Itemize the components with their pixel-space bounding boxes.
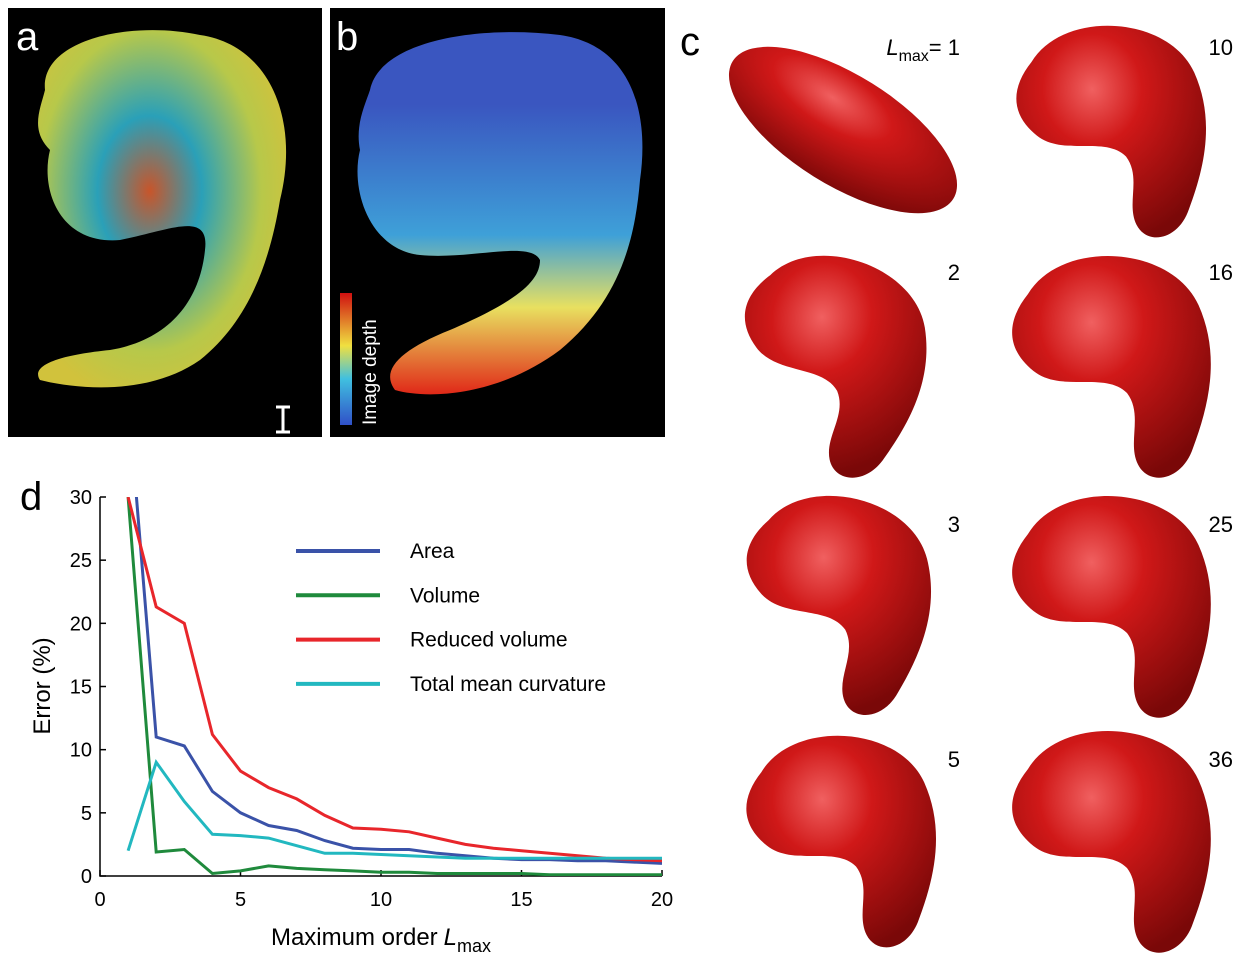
panel-label: b	[336, 15, 358, 59]
colorbar	[340, 293, 352, 425]
panel-label: d	[20, 475, 42, 519]
shape-render	[1012, 496, 1211, 718]
y-tick-label: 20	[70, 613, 92, 635]
shape-label: 16	[1209, 260, 1233, 285]
y-tick-label: 10	[70, 740, 92, 762]
panel-label: c	[680, 20, 700, 64]
legend-label: Total mean curvature	[410, 673, 606, 696]
plot-lines	[128, 396, 662, 875]
x-tick-label: 0	[94, 889, 105, 911]
x-title-sub: max	[457, 936, 491, 956]
x-tick-label: 15	[510, 889, 532, 911]
shape-label: 36	[1209, 747, 1233, 772]
shape-render	[1016, 26, 1206, 238]
y-tick-label: 0	[81, 866, 92, 888]
series-line	[128, 396, 662, 864]
legend-label: Reduced volume	[410, 629, 568, 652]
x-title-text: Maximum order	[271, 924, 438, 951]
shape-label: 3	[948, 512, 960, 537]
panel-a: a	[8, 8, 322, 437]
shape-render	[710, 236, 948, 490]
y-tick-label: 30	[70, 487, 92, 509]
panel-label: a	[16, 15, 39, 59]
shape-label: 2	[948, 260, 960, 285]
shape-label: 5	[948, 747, 960, 772]
x-tick-label: 20	[651, 889, 673, 911]
shape-label: 10	[1209, 35, 1233, 60]
shape-render	[746, 736, 936, 948]
lmax-var: L	[886, 35, 898, 60]
x-tick-label: 5	[235, 889, 246, 911]
shape-label: = 1	[929, 35, 960, 60]
shape-label: 25	[1209, 512, 1233, 537]
lmax-label: Lmax= 1	[886, 35, 960, 65]
y-tick-label: 5	[81, 803, 92, 825]
y-tick-label: 25	[70, 550, 92, 572]
x-title-var: L	[444, 924, 457, 951]
shape-render	[1012, 256, 1211, 478]
colorbar-label: Image depth	[360, 319, 381, 425]
legend-label: Area	[410, 540, 455, 563]
lmax-sub: max	[899, 48, 929, 65]
panel-b: Image depth b	[330, 8, 665, 437]
y-tick-label: 15	[70, 677, 92, 699]
shape-render	[1012, 731, 1211, 953]
series-line	[128, 762, 662, 858]
figure: a Image depth b c Lmax= 1 10216325536 d …	[0, 0, 1241, 962]
shape-render	[723, 482, 947, 723]
x-tick-label: 10	[370, 889, 392, 911]
y-axis-title: Error (%)	[29, 637, 56, 734]
legend-label: Volume	[410, 584, 480, 607]
panel-c: c Lmax= 1 10 2 16 3 25 5 36	[680, 14, 1233, 952]
